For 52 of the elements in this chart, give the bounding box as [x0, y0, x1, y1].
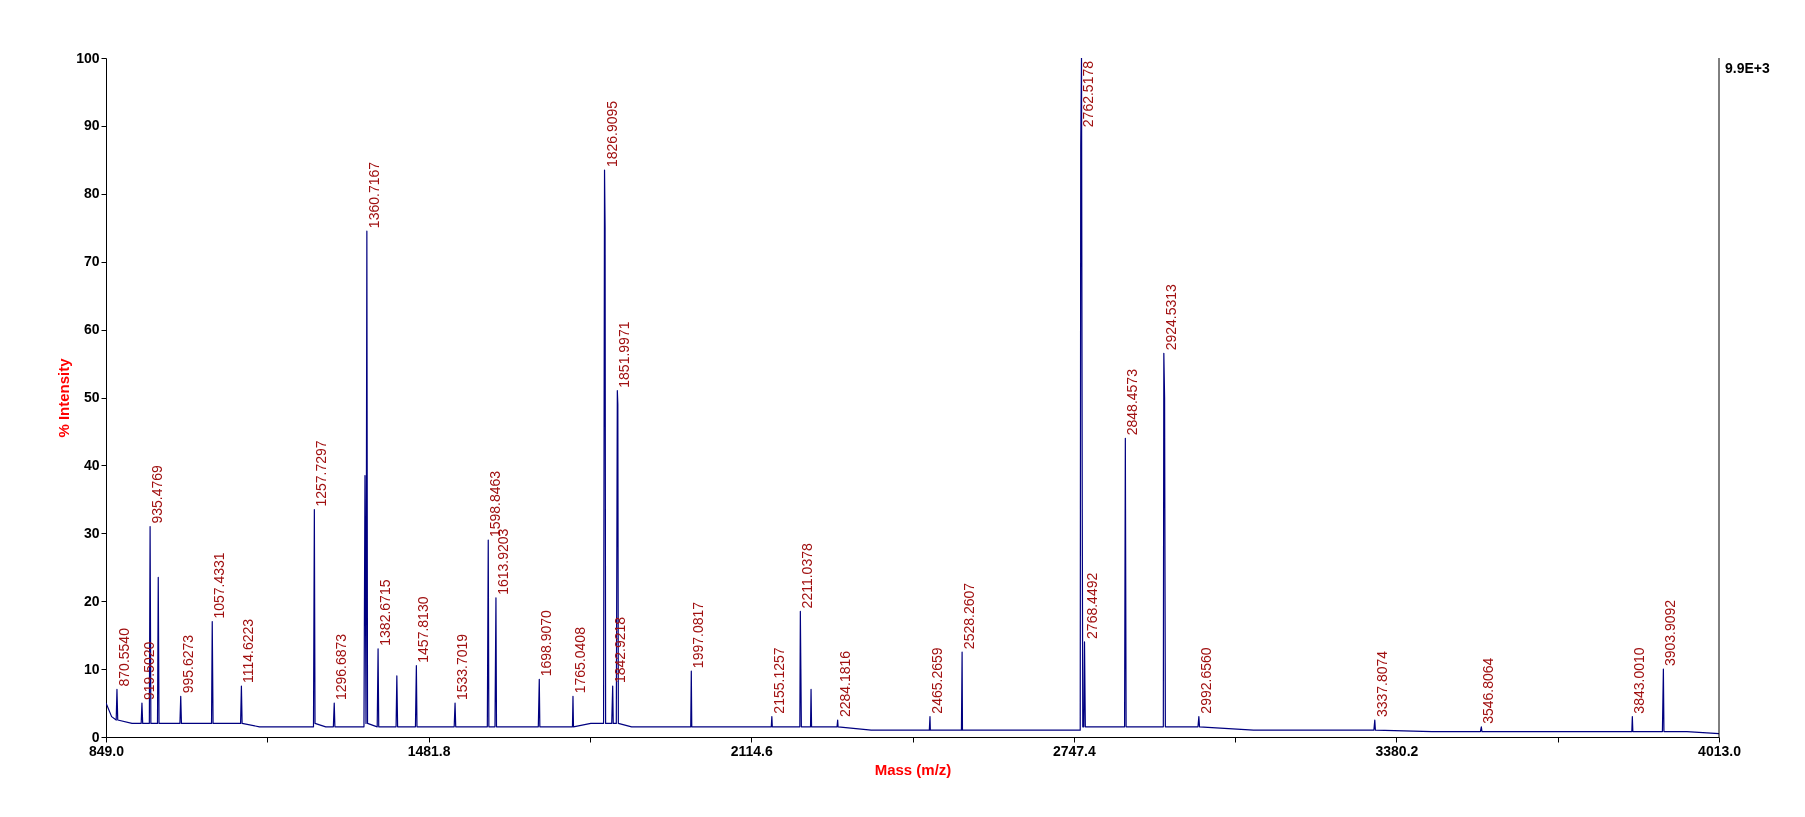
y-tick-label: 10: [83, 660, 100, 677]
annotation: 870.5540: [115, 627, 132, 687]
annotation: 2924.5313: [1162, 283, 1179, 351]
annotation: 1257.7297: [313, 440, 330, 507]
annotation: 1360.7167: [365, 161, 382, 229]
annotation: 995.6273: [179, 634, 196, 694]
annotation: 1826.9095: [603, 100, 620, 168]
annotation: 3337.8074: [1373, 650, 1390, 718]
annotation: 1842.9218: [611, 616, 628, 684]
y-tick-label: 70: [83, 253, 100, 270]
x-tick-label: 2747.4: [1052, 742, 1096, 759]
annotation: 1533.7019: [454, 633, 471, 701]
y-tick-label: 20: [83, 592, 100, 609]
y-axis-title: % Intensity: [55, 357, 73, 438]
y-tick-label: 40: [83, 456, 100, 473]
y-tick-label: 80: [83, 185, 100, 202]
annotation: 935.4769: [149, 464, 166, 524]
annotation: 2848.4573: [1124, 368, 1141, 436]
y-tick-label: 60: [83, 321, 100, 338]
annotation: 2768.4492: [1083, 572, 1100, 639]
annotation: 2211.0378: [799, 543, 816, 609]
annotation: 1457.8130: [415, 596, 432, 663]
annotation: 1698.9070: [538, 609, 555, 677]
y-tick-label: 90: [83, 117, 100, 134]
annotation: 2155.1257: [770, 647, 787, 714]
annotation: 1296.6873: [333, 633, 350, 701]
x-axis-title: Mass (m/z): [874, 760, 952, 778]
x-tick-label: 4013.0: [1698, 742, 1742, 759]
annotation: 3843.0010: [1631, 647, 1648, 714]
annotation: 2762.5178: [1080, 60, 1097, 128]
annotation: 3903.9092: [1662, 599, 1679, 667]
annotation: 2284.1816: [836, 650, 853, 718]
y-tick-label: 50: [83, 389, 100, 405]
annotation: 2465.2659: [928, 647, 945, 714]
annotation: 1114.6223: [240, 618, 257, 684]
y-tick-label: 100: [76, 49, 100, 66]
annotation: 1997.0817: [690, 601, 707, 669]
x-tick-label: 849.0: [88, 742, 125, 759]
annotation: 1382.6715: [377, 579, 394, 646]
annotation: 2992.6560: [1197, 647, 1214, 714]
text: 9.9E+3: [1725, 60, 1770, 76]
x-tick-label: 2114.6: [730, 742, 773, 759]
annotation: 1057.4331: [211, 552, 228, 619]
annotation: 3546.8064: [1480, 657, 1497, 724]
annotation: 1765.0408: [571, 626, 588, 694]
annotation: 2528.2607: [961, 582, 978, 650]
y-tick-label: 0: [91, 728, 100, 745]
x-tick-label: 1481.8: [407, 742, 451, 759]
y-tick-label: 30: [83, 524, 100, 541]
annotation: 919.5020: [140, 641, 157, 701]
x-tick-label: 3380.2: [1375, 742, 1419, 759]
annotation: 1851.9971: [616, 321, 633, 388]
